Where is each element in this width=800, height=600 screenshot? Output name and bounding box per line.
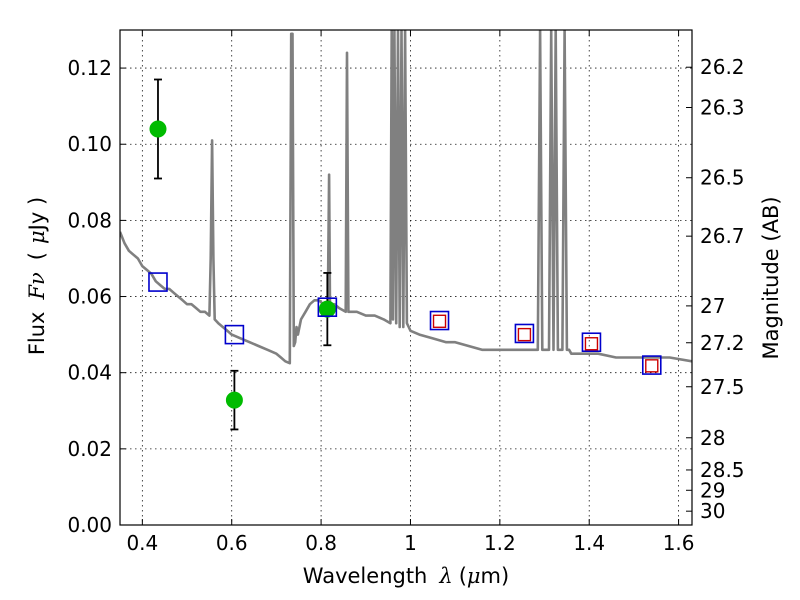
y-tick-label-4: 0.08: [67, 208, 112, 232]
model-square-blue-0: [148, 272, 168, 292]
model-square-blue-6: [641, 355, 662, 375]
right-tick-label-0: 26.2: [700, 55, 745, 79]
model-square-blue-1: [224, 324, 245, 345]
observed-point-2: [318, 300, 336, 318]
right-tick-label-5: 27.2: [700, 331, 745, 355]
model-square-blue-5: [581, 332, 602, 353]
x-tick-label-0: 0.4: [126, 531, 158, 555]
x-tick-label-3: 1: [404, 531, 417, 555]
right-tick-label-2: 26.5: [700, 166, 745, 190]
right-tick-label-9: 29: [700, 478, 725, 502]
spectrum-layer: [120, 30, 692, 365]
y-tick-label-3: 0.06: [67, 285, 112, 309]
right-tick-label-4: 27: [700, 294, 725, 318]
right-tick-label-3: 26.7: [700, 224, 745, 248]
tick-label-layer: 0.4 0.6 0.8 1 1.2 1.4 1.6 0.00 0.02 0.04 0.06 0.08 0…: [67, 55, 744, 555]
marker-layer: [148, 78, 662, 431]
model-square-blue-4: [514, 323, 535, 344]
model-square-red-0: [432, 314, 447, 328]
x-tick-label-6: 1.6: [663, 531, 695, 555]
model-square-blue-3: [429, 310, 450, 331]
plot-frame: [119, 29, 693, 526]
y-tick-label-5: 0.10: [67, 132, 112, 156]
right-tick-label-6: 27.5: [700, 375, 745, 399]
model-square-blue-2: [317, 297, 338, 318]
y-tick-label-0: 0.00: [67, 513, 112, 537]
x-tick-label-1: 0.6: [216, 531, 248, 555]
model-square-red-2: [584, 337, 599, 351]
y-tick-label-1: 0.02: [67, 437, 112, 461]
x-axis-label: Wavelength λ (μm): [303, 564, 509, 588]
right-tick-label-10: 30: [700, 499, 725, 523]
x-tick-label-4: 1.2: [484, 531, 516, 555]
right-tick-label-8: 28.5: [700, 458, 745, 482]
observed-point-0: [149, 120, 167, 138]
right-tick-label-7: 28: [700, 426, 725, 450]
x-tick-label-5: 1.4: [573, 531, 605, 555]
y-axis-right-label: Magnitude (AB): [759, 196, 783, 359]
y-tick-label-2: 0.04: [67, 361, 112, 385]
tick-layer: [120, 30, 692, 526]
y-axis-label: FluxFν(μJy ): [25, 197, 49, 355]
y-tick-label-6: 0.12: [67, 56, 112, 80]
observed-point-1: [225, 391, 243, 409]
model-square-red-1: [517, 327, 532, 342]
spectrum-line: [120, 30, 692, 365]
x-tick-label-2: 0.8: [305, 531, 337, 555]
model-square-red-3: [645, 359, 659, 373]
right-tick-label-1: 26.3: [700, 95, 745, 119]
